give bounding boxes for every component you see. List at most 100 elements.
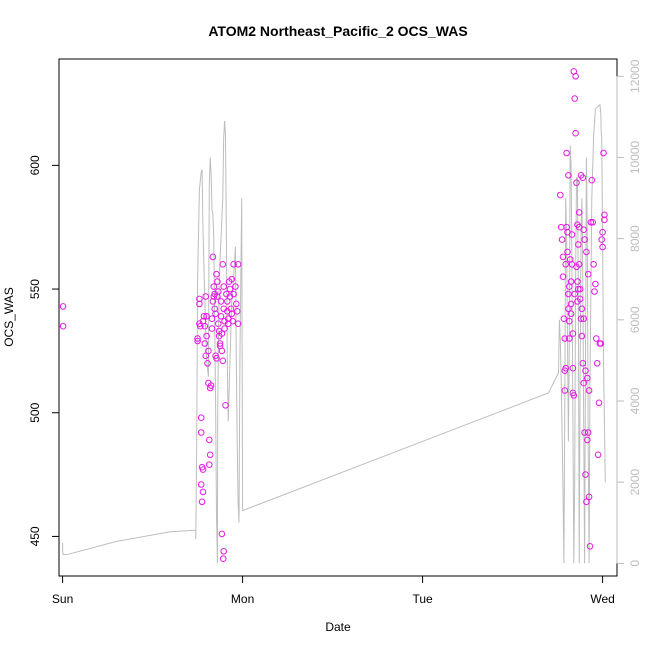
x-tick-label: Tue — [412, 592, 433, 606]
data-point — [572, 129, 579, 137]
data-point — [571, 95, 579, 102]
data-point — [578, 305, 586, 313]
data-point — [573, 263, 580, 271]
data-point — [557, 191, 564, 199]
data-point — [194, 335, 201, 342]
data-point — [585, 387, 593, 394]
data-point — [594, 451, 602, 459]
data-point — [564, 248, 571, 256]
data-point — [569, 330, 577, 337]
data-point — [574, 221, 581, 228]
data-point — [194, 337, 201, 345]
plot-area-frame — [58, 58, 618, 577]
data-point — [601, 211, 608, 219]
data-point — [557, 223, 565, 231]
data-point — [228, 310, 236, 318]
data-point — [583, 248, 590, 256]
data-point — [587, 219, 595, 226]
data-point — [230, 290, 237, 298]
x-tick-label: Wed — [590, 592, 614, 606]
data-point — [219, 261, 227, 268]
data-point — [583, 498, 590, 506]
data-point — [577, 315, 585, 323]
data-point — [203, 313, 210, 320]
data-point — [579, 174, 587, 181]
data-point — [209, 298, 217, 305]
data-point — [208, 325, 216, 332]
data-point — [206, 461, 213, 469]
data-point — [558, 236, 566, 243]
data-point — [197, 481, 205, 488]
altitude-line — [62, 103, 606, 564]
y-axis-label: OCS_WAS — [2, 287, 16, 347]
x-axis: Sun Mon Tue Wed — [52, 575, 615, 606]
data-point — [207, 382, 215, 389]
data-point — [565, 305, 572, 313]
y-axis-right: 0 2000 4000 6000 8000 10000 12000 — [616, 59, 642, 567]
y-tick-label: 450 — [28, 526, 42, 546]
data-point — [566, 335, 573, 342]
data-point — [597, 340, 605, 347]
data-point — [566, 317, 573, 325]
data-point — [212, 310, 219, 318]
data-point — [575, 209, 583, 216]
data-point — [201, 340, 209, 347]
y-right-tick-label: 6000 — [628, 306, 642, 333]
data-point — [213, 270, 220, 278]
data-point — [228, 275, 236, 283]
data-point — [576, 285, 584, 293]
data-point — [233, 308, 241, 315]
y-tick-label: 600 — [28, 155, 42, 175]
data-point — [600, 149, 607, 157]
data-point — [581, 236, 588, 243]
data-point — [580, 379, 588, 387]
data-point — [571, 290, 579, 298]
y-right-tick-label: 2000 — [628, 468, 642, 495]
data-point — [592, 280, 599, 288]
data-point — [59, 303, 67, 310]
data-point — [199, 466, 207, 473]
data-point — [218, 330, 226, 337]
data-point — [559, 253, 567, 261]
data-point — [598, 236, 606, 243]
data-point — [561, 335, 569, 342]
data-point — [565, 290, 572, 298]
data-point — [580, 315, 588, 323]
data-point — [565, 172, 572, 179]
data-point — [589, 219, 597, 226]
data-point — [204, 360, 211, 367]
data-point — [59, 322, 67, 330]
data-point — [572, 73, 579, 80]
data-point — [215, 320, 222, 328]
data-point — [578, 332, 586, 340]
data-point — [561, 387, 569, 394]
data-point — [197, 414, 205, 422]
x-tick-label: Sun — [52, 592, 73, 606]
x-axis-label: Date — [325, 620, 351, 634]
data-point — [562, 364, 570, 372]
data-point — [203, 332, 210, 340]
data-point — [205, 347, 212, 355]
data-point — [599, 243, 606, 251]
data-point — [210, 283, 218, 290]
data-point — [584, 270, 592, 278]
data-point — [574, 278, 581, 285]
data-point — [582, 367, 589, 375]
data-point — [569, 364, 577, 372]
data-point — [219, 357, 227, 365]
data-point — [560, 315, 568, 323]
data-point — [217, 298, 225, 305]
data-point — [234, 320, 242, 328]
data-point — [213, 355, 220, 362]
y-right-tick-label: 8000 — [628, 225, 642, 252]
data-point — [559, 273, 567, 281]
data-point — [576, 295, 584, 303]
data-point — [584, 374, 591, 382]
data-point — [581, 429, 588, 436]
data-point — [215, 288, 222, 295]
data-point — [593, 360, 601, 367]
y-right-tick-label: 0 — [628, 560, 642, 567]
y-axis: 450 500 550 600 — [28, 155, 60, 546]
data-point — [593, 335, 600, 342]
